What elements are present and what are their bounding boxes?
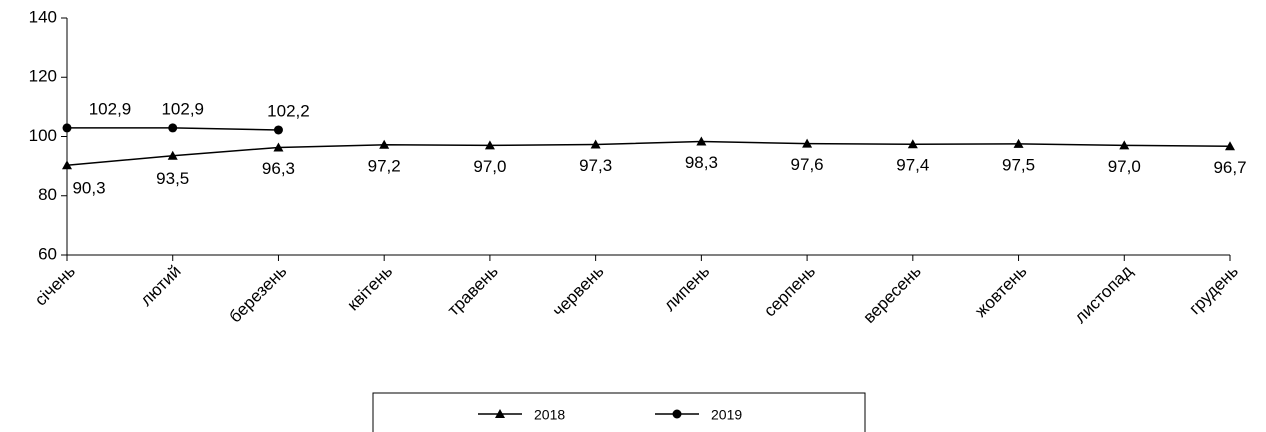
point xyxy=(590,139,601,149)
x-tick-label: січень xyxy=(31,261,79,309)
x-tick-label: листопад xyxy=(1071,262,1136,327)
point xyxy=(1119,140,1130,150)
data-label: 102,9 xyxy=(161,99,204,118)
point xyxy=(62,160,72,170)
x-tick-label: жовтень xyxy=(971,261,1030,320)
data-label: 93,5 xyxy=(156,169,189,188)
y-tick-label: 80 xyxy=(38,185,57,204)
data-label: 97,6 xyxy=(791,155,824,174)
y-tick-label: 120 xyxy=(29,67,57,86)
y-tick-label: 60 xyxy=(38,244,57,263)
legend-label: 2019 xyxy=(711,407,742,423)
point xyxy=(696,136,707,146)
point xyxy=(273,125,283,135)
data-label: 97,0 xyxy=(473,157,506,176)
x-tick-label: лютий xyxy=(137,262,185,310)
point xyxy=(802,138,813,148)
legend-marker xyxy=(672,409,682,419)
x-tick-label: квітень xyxy=(343,261,396,314)
legend-box xyxy=(372,392,866,432)
data-label: 97,5 xyxy=(1002,155,1035,174)
x-tick-label: травень xyxy=(444,261,502,319)
data-label: 98,3 xyxy=(685,153,718,172)
legend-marker xyxy=(495,409,505,418)
data-label: 97,4 xyxy=(896,156,929,175)
point xyxy=(379,139,390,149)
data-label: 102,9 xyxy=(89,99,132,118)
point xyxy=(907,139,918,149)
y-tick-label: 140 xyxy=(29,7,57,26)
x-tick-label: вересень xyxy=(859,261,924,326)
series-line xyxy=(66,140,1231,166)
data-label: 97,2 xyxy=(368,156,401,175)
data-label: 90,3 xyxy=(72,179,105,198)
point xyxy=(1225,141,1235,151)
legend-label: 2018 xyxy=(534,407,565,423)
y-tick-label: 100 xyxy=(29,126,57,145)
data-label: 96,3 xyxy=(262,159,295,178)
data-label: 102,2 xyxy=(267,101,310,120)
x-tick-label: липень xyxy=(660,261,713,314)
point xyxy=(168,123,178,133)
x-tick-label: березень xyxy=(226,261,291,326)
point xyxy=(1013,138,1024,148)
x-tick-label: грудень xyxy=(1185,261,1242,318)
point xyxy=(273,142,284,152)
point xyxy=(62,123,72,133)
point xyxy=(167,150,178,160)
x-tick-label: червень xyxy=(549,261,608,320)
data-label: 97,0 xyxy=(1108,157,1141,176)
data-label: 97,3 xyxy=(579,156,612,175)
x-tick-label: серпень xyxy=(760,261,819,320)
point xyxy=(484,140,495,150)
data-label: 96,7 xyxy=(1213,158,1246,177)
